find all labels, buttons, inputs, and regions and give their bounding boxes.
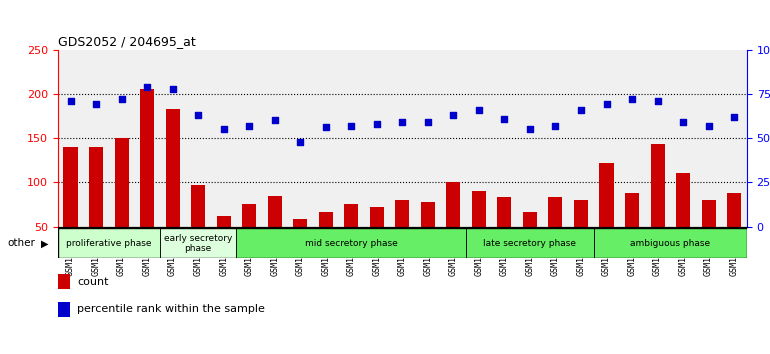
Point [601,102,613,107]
Text: ▶: ▶ [41,238,49,249]
Point [90,102,102,107]
Bar [625,193,639,227]
Bar [191,185,205,227]
Point [320,125,332,130]
Point [498,116,511,121]
Bar [89,147,103,227]
Bar [651,144,665,227]
Text: early secretory
phase: early secretory phase [164,234,233,253]
Text: ambiguous phase: ambiguous phase [631,239,711,248]
Point [728,114,740,120]
Point [166,86,179,91]
Point [422,119,434,125]
Bar [236,228,466,258]
Bar [344,204,358,227]
Text: late secretory phase: late secretory phase [484,239,577,248]
Bar [676,173,690,227]
Point [294,139,306,144]
Bar [727,193,742,227]
Point [345,123,357,129]
Bar [268,195,282,227]
Text: mid secretory phase: mid secretory phase [305,239,397,248]
Point [370,121,383,127]
Bar [160,228,236,258]
Text: count: count [77,277,109,287]
Point [524,126,536,132]
Point [396,119,408,125]
Point [651,98,664,104]
Point [447,112,460,118]
Bar [497,198,511,227]
Point [116,96,128,102]
Bar [472,191,486,227]
Point [269,118,281,123]
Point [702,123,715,129]
Point [192,112,204,118]
Text: GDS2052 / 204695_at: GDS2052 / 204695_at [58,35,196,48]
Bar [293,219,307,227]
Point [575,107,588,113]
Bar [466,228,594,258]
Point [217,126,229,132]
Point [677,119,689,125]
Point [243,123,256,129]
Point [549,123,561,129]
Bar [319,212,333,227]
Bar [370,207,383,227]
Point [141,84,153,90]
Text: proliferative phase: proliferative phase [66,239,152,248]
Text: other: other [8,238,35,249]
Point [473,107,485,113]
Bar [216,216,231,227]
Bar [58,302,70,317]
Bar [574,200,588,227]
Bar [523,212,537,227]
Bar [63,147,78,227]
Bar [594,228,747,258]
Bar [447,182,460,227]
Bar [115,138,129,227]
Point [65,98,77,104]
Bar [166,109,179,227]
Bar [58,228,160,258]
Bar [421,202,435,227]
Text: percentile rank within the sample: percentile rank within the sample [77,304,265,314]
Bar [701,200,715,227]
Bar [242,205,256,227]
Bar [58,274,70,289]
Bar [395,200,410,227]
Bar [600,163,614,227]
Bar [140,89,154,227]
Bar [548,198,563,227]
Point [626,96,638,102]
